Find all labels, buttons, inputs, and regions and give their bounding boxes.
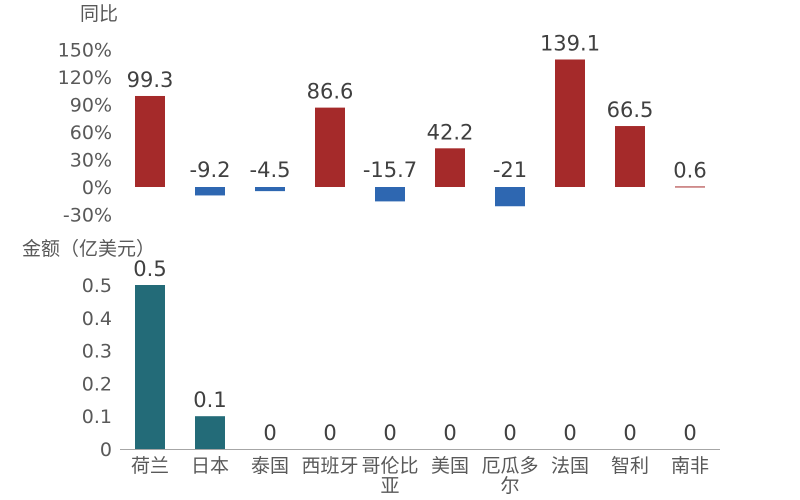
- category-label: 哥伦比: [361, 455, 418, 477]
- amount-data-label: 0.1: [193, 388, 226, 412]
- yoy-tick-label: -30%: [63, 205, 112, 227]
- category-label: 荷兰: [131, 455, 169, 477]
- amount-data-label: 0.5: [133, 257, 166, 281]
- amount-y-ticks: 0.5 0.4 0.3 0.2 0.1 0: [82, 275, 112, 461]
- yoy-data-labels: 99.3 -9.2 -4.5 86.6 -15.7 42.2 -21 139.1 66.5 0.6: [127, 31, 707, 182]
- amount-chart: 金额（亿美元） 0.50.40.30.20.10 0.50.10 0 0 0 0 0 0 0 …: [22, 238, 720, 497]
- amount-data-label: 0: [563, 421, 576, 445]
- amount-data-label: 0: [263, 421, 276, 445]
- yoy-data-label: 86.6: [307, 80, 354, 104]
- yoy-bar-厄瓜多尔: [495, 187, 525, 207]
- amount-data-label: 0: [323, 421, 336, 445]
- amount-bar-日本: [195, 416, 225, 449]
- yoy-y-ticks: 150% 120% 90% 60% 30% 0% -30%: [58, 40, 112, 227]
- amount-data-label: 0: [683, 421, 696, 445]
- yoy-data-label: 66.5: [607, 98, 654, 122]
- amount-data-label: 0: [623, 421, 636, 445]
- yoy-tick-label: 90%: [70, 95, 112, 117]
- yoy-bar-荷兰: [135, 95, 165, 187]
- amount-tick-label: 0.5: [82, 275, 112, 297]
- yoy-tick-label: 30%: [70, 150, 112, 172]
- yoy-bars: [135, 59, 705, 207]
- yoy-data-label: -4.5: [250, 158, 291, 182]
- category-label: 亚: [380, 475, 399, 497]
- category-label: 日本: [191, 455, 229, 477]
- amount-data-label: 0: [383, 421, 396, 445]
- yoy-tick-label: 60%: [70, 122, 112, 144]
- category-label: 南非: [671, 455, 709, 477]
- amount-tick-label: 0.4: [82, 308, 112, 330]
- yoy-bar-南非: [675, 186, 705, 188]
- category-label: 法国: [551, 455, 589, 477]
- amount-tick-label: 0: [100, 439, 112, 461]
- yoy-bar-智利: [615, 126, 645, 187]
- yoy-data-label: 139.1: [540, 31, 600, 55]
- yoy-data-label: 99.3: [127, 68, 174, 92]
- yoy-tick-label: 120%: [58, 67, 112, 89]
- yoy-data-label: -21: [493, 158, 527, 182]
- yoy-bar-美国: [435, 148, 465, 187]
- yoy-data-label: 0.6: [673, 158, 706, 182]
- yoy-chart: 同比 150% 120% 90% 60% 30% 0% -30% 99.3 -9.2 -4.5 8…: [58, 3, 707, 227]
- yoy-axis-title: 同比: [80, 3, 118, 25]
- yoy-data-label: -15.7: [363, 158, 417, 182]
- category-label: 尔: [500, 475, 519, 497]
- amount-bar-荷兰: [135, 285, 165, 449]
- yoy-bar-哥伦比亚: [375, 187, 405, 202]
- category-label: 美国: [431, 455, 469, 477]
- yoy-bar-泰国: [255, 187, 285, 192]
- category-label: 智利: [611, 455, 649, 477]
- amount-data-labels: 0.5 0.1 0 0 0 0 0 0 0 0: [133, 257, 696, 445]
- amount-bars: [135, 285, 225, 449]
- category-label: 西班牙: [301, 455, 358, 477]
- yoy-data-label: -9.2: [190, 158, 231, 182]
- amount-data-label: 0: [443, 421, 456, 445]
- amount-tick-label: 0.3: [82, 341, 112, 363]
- amount-data-label: 0: [503, 421, 516, 445]
- yoy-bar-法国: [555, 59, 585, 187]
- category-label: 泰国: [251, 455, 289, 477]
- amount-tick-label: 0.1: [82, 406, 112, 428]
- amount-tick-label: 0.2: [82, 373, 112, 395]
- category-label: 厄瓜多: [481, 455, 538, 477]
- yoy-bar-西班牙: [315, 107, 345, 187]
- yoy-tick-label: 0%: [82, 177, 112, 199]
- yoy-bar-日本: [195, 187, 225, 196]
- yoy-tick-label: 150%: [58, 40, 112, 62]
- yoy-data-label: 42.2: [427, 120, 474, 144]
- amount-axis-title: 金额（亿美元）: [22, 238, 155, 260]
